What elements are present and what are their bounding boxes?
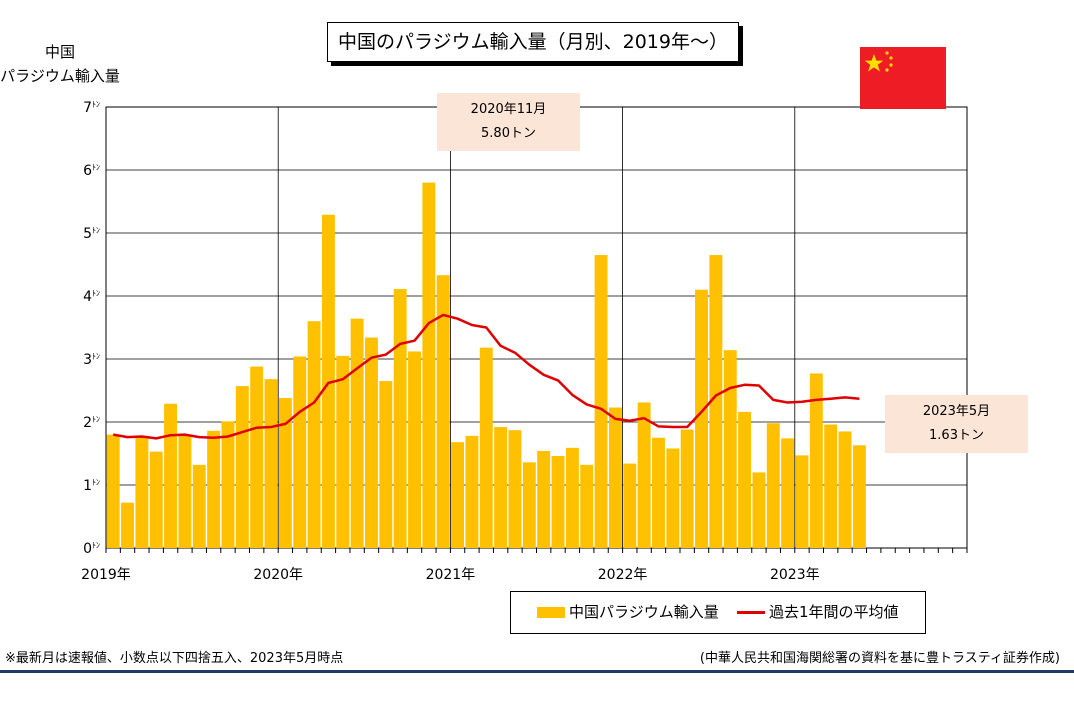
bar	[852, 445, 866, 548]
bar	[752, 472, 766, 548]
footnote: ※最新月は速報値、小数点以下四捨五入、2023年5月時点	[5, 651, 344, 666]
bar	[393, 289, 407, 548]
bar	[422, 182, 436, 548]
axes: 0ﾄﾝ 1ﾄﾝ 2ﾄﾝ 3ﾄﾝ 4ﾄﾝ 5ﾄﾝ 6ﾄﾝ 7ﾄﾝ 2019年 2020年 2021年 2…	[81, 100, 968, 583]
legend-label-average: 過去1年間の平均値	[769, 603, 899, 621]
bar	[436, 275, 450, 548]
bar	[537, 450, 551, 548]
bar-series	[106, 182, 866, 549]
bar	[365, 337, 378, 548]
bar	[408, 351, 421, 548]
bar	[652, 437, 665, 548]
bar	[695, 289, 708, 548]
x-tick-label: 2021年	[426, 567, 476, 583]
bar	[321, 214, 335, 549]
bar	[766, 423, 780, 548]
legend-item-average: 過去1年間の平均値	[737, 592, 899, 633]
peak-callout: 2020年11月 5.80トン	[437, 93, 580, 151]
bar	[666, 448, 680, 548]
y-axis-title-line1: 中国	[44, 43, 75, 61]
y-tick-label: 2ﾄﾝ	[83, 415, 100, 431]
bar	[465, 435, 479, 548]
bar	[809, 373, 823, 548]
bar	[192, 464, 206, 548]
gridlines	[105, 106, 968, 549]
bar	[565, 447, 579, 548]
bar	[580, 464, 594, 548]
bar	[637, 402, 651, 548]
bar	[135, 435, 149, 548]
bar	[738, 411, 752, 548]
legend-label-imports: 中国パラジウム輸入量	[569, 603, 719, 621]
y-tick-label: 7ﾄﾝ	[83, 100, 100, 116]
bar	[350, 318, 364, 548]
bar	[264, 379, 278, 548]
average-line-series	[112, 313, 860, 440]
bar	[178, 434, 192, 548]
chart-title: 中国のパラジウム輸入量（月別、2019年～）	[327, 22, 739, 62]
y-tick-label: 1ﾄﾝ	[83, 478, 100, 494]
bar	[207, 430, 221, 548]
y-tick-label: 6ﾄﾝ	[83, 163, 100, 179]
bar	[824, 424, 838, 548]
bar	[149, 451, 163, 548]
legend-line-swatch	[737, 611, 765, 614]
bar	[307, 321, 321, 548]
bar	[838, 431, 852, 548]
x-tick-label: 2022年	[598, 567, 648, 583]
peak-callout-value: 5.80トン	[481, 126, 536, 141]
average-line	[112, 313, 860, 440]
y-tick-label: 4ﾄﾝ	[83, 289, 100, 305]
bar	[508, 430, 522, 548]
y-axis-title: 中国 パラジウム輸入量	[0, 40, 120, 88]
x-tick-label: 2019年	[81, 567, 131, 583]
bar	[336, 355, 350, 548]
bar	[795, 455, 809, 548]
y-tick-label: 0ﾄﾝ	[83, 541, 100, 557]
bar	[106, 434, 120, 548]
bar	[522, 462, 536, 548]
latest-callout-value: 1.63トン	[929, 428, 984, 443]
bar	[709, 255, 723, 549]
legend: 中国パラジウム輸入量 過去1年間の平均値	[510, 591, 926, 634]
plot-frame	[105, 106, 968, 549]
bar	[608, 407, 622, 548]
latest-callout: 2023年5月 1.63トン	[885, 395, 1028, 453]
y-tick-label: 3ﾄﾝ	[83, 352, 100, 368]
legend-item-imports: 中国パラジウム輸入量	[537, 592, 719, 633]
y-tick-label: 5ﾄﾝ	[83, 226, 100, 242]
bar	[250, 366, 264, 548]
bar	[623, 463, 637, 548]
peak-callout-date: 2020年11月	[470, 102, 547, 117]
bottom-rule	[0, 670, 1074, 673]
bar	[379, 381, 393, 548]
bar	[451, 442, 465, 548]
source-note: (中華人民共和国海関総署の資料を基に豊トラスティ証券作成)	[699, 651, 1060, 666]
bar	[293, 356, 307, 548]
china-flag-icon	[860, 47, 946, 109]
bar	[121, 502, 134, 548]
x-tick-label: 2023年	[770, 567, 820, 583]
latest-callout-date: 2023年5月	[922, 404, 991, 419]
bar	[551, 456, 565, 548]
bar	[494, 427, 508, 548]
bar	[221, 421, 235, 548]
bar	[781, 438, 795, 548]
bar	[235, 386, 249, 548]
y-axis-title-line2: パラジウム輸入量	[0, 67, 120, 85]
bar	[164, 403, 178, 548]
bar	[723, 350, 737, 548]
x-tick-label: 2020年	[253, 567, 303, 583]
bar	[594, 255, 608, 549]
legend-bar-swatch	[537, 607, 565, 618]
bar	[680, 429, 694, 548]
bar	[479, 347, 493, 548]
bar	[278, 398, 292, 548]
